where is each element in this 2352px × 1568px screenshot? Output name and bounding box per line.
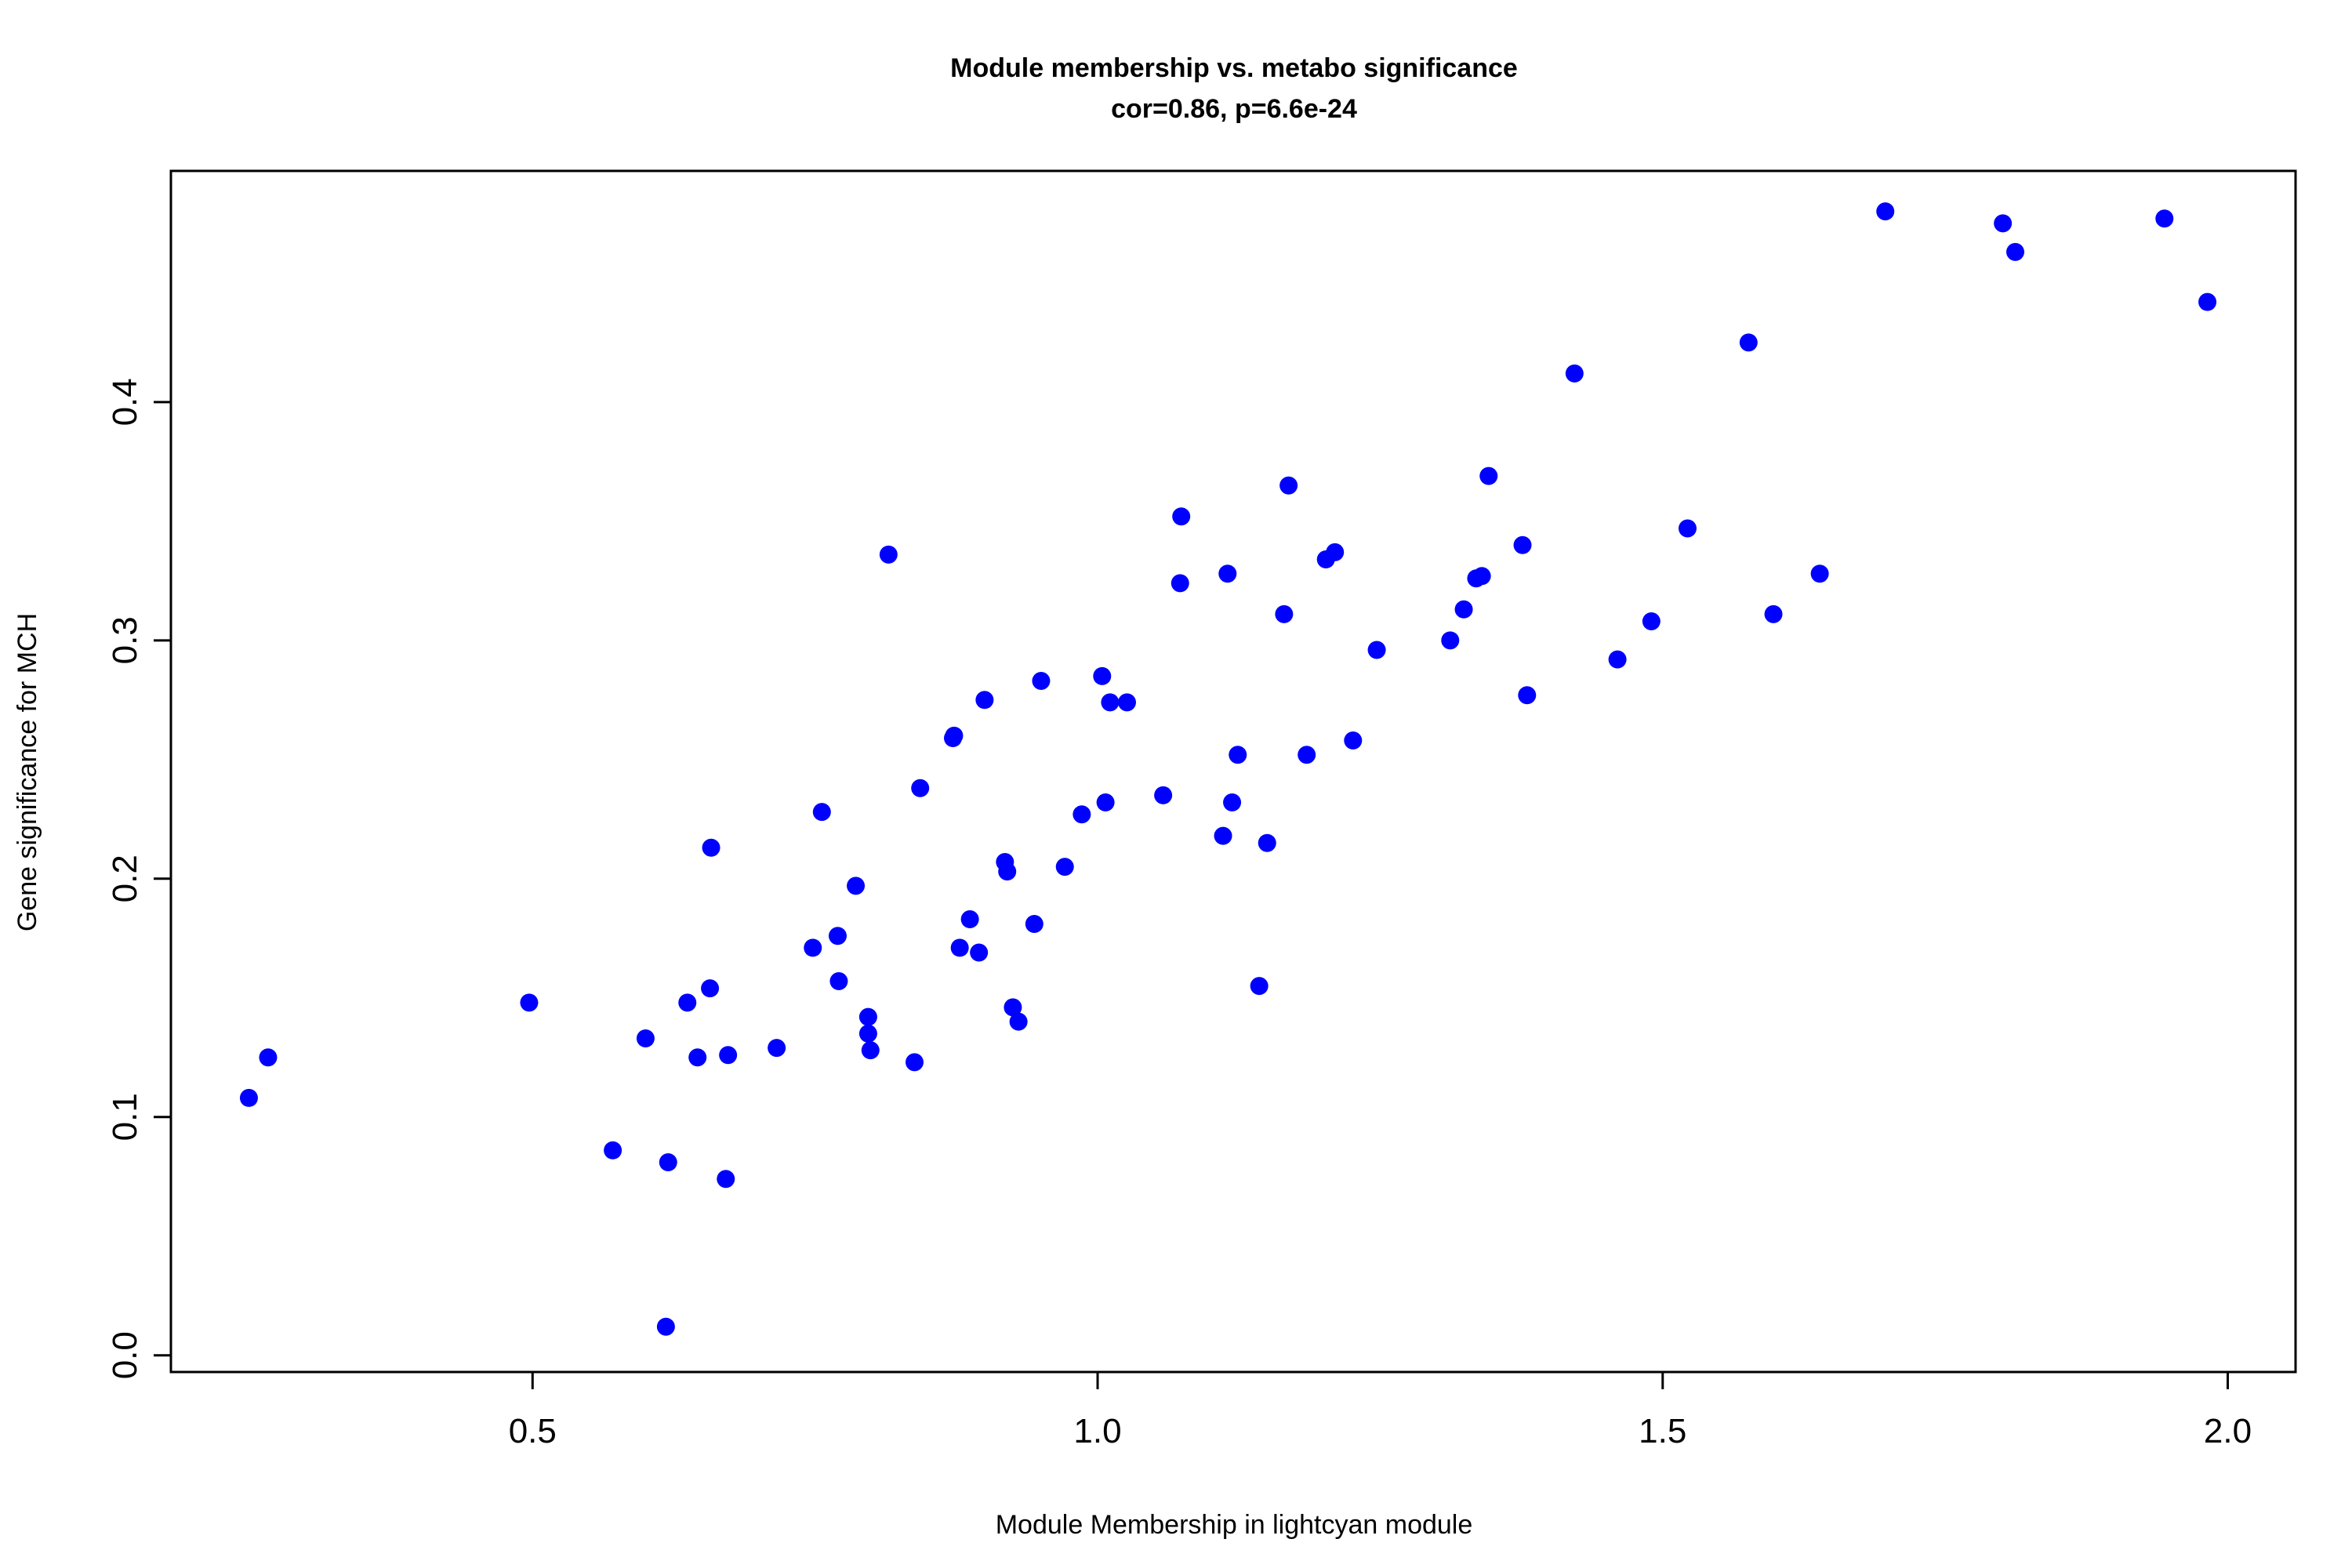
data-point [1810,564,1829,583]
x-tick-label: 1.0 [1073,1412,1121,1450]
y-tick-label: 0.1 [106,1093,144,1141]
data-point [1004,998,1022,1017]
data-point [1223,793,1242,812]
y-axis: 0.0 0.1 0.2 0.3 0.4 [106,378,172,1379]
data-point [829,971,848,990]
data-point [858,1024,877,1043]
data-point [1367,641,1386,659]
data-point [719,1046,738,1065]
data-point [717,1170,735,1189]
data-point [1518,686,1537,705]
data-point [659,1153,677,1172]
data-point [656,1317,675,1336]
data-point [1073,805,1091,824]
data-point [2006,242,2025,261]
data-point [1250,977,1269,996]
data-point [1258,833,1276,852]
data-point [1118,693,1136,712]
data-point [1678,519,1697,538]
data-point [1994,214,2013,233]
data-point [975,691,994,710]
x-tick-label: 2.0 [2204,1412,2252,1450]
data-point [636,1029,655,1047]
data-point [1513,535,1532,554]
data-point [1275,604,1294,623]
data-point [1093,666,1112,685]
data-point [847,877,866,895]
data-point [960,909,979,928]
data-point [1479,466,1498,485]
data-point [520,993,539,1012]
data-point [1032,671,1051,690]
data-point [1876,202,1895,221]
data-point [678,993,697,1012]
data-point [688,1048,707,1067]
data-point [259,1048,278,1067]
data-point [1739,333,1758,352]
data-point [701,979,720,998]
data-point [998,862,1017,881]
data-point [945,726,964,745]
data-point [861,1041,880,1060]
data-point [2198,292,2217,311]
data-point [858,1007,877,1026]
y-tick-label: 0.0 [106,1331,144,1379]
x-tick-label: 1.5 [1639,1412,1686,1450]
data-point [1214,826,1232,845]
data-point [768,1039,786,1058]
x-tick-label: 0.5 [509,1412,557,1450]
data-point [1171,574,1189,593]
data-point [1218,564,1237,583]
data-point [1154,786,1173,804]
data-point [1298,746,1316,764]
data-point [1326,543,1345,561]
data-point [1344,731,1363,750]
y-tick-label: 0.4 [106,378,144,426]
data-point [1101,693,1120,712]
data-point [1454,600,1473,619]
data-point [812,803,831,822]
data-point [1229,746,1247,764]
x-axis-label: Module Membership in lightcyan module [996,1510,1473,1540]
data-point [1009,1012,1028,1031]
y-axis-label: Gene significance for MCH [13,613,42,931]
data-point [1172,507,1191,526]
data-point [2155,209,2174,228]
data-point [604,1141,622,1160]
data-point [970,943,989,962]
data-point [1279,476,1298,495]
data-point [702,838,720,857]
chart-title: Module membership vs. metabo significanc… [950,53,1518,83]
data-point [1025,915,1044,934]
data-points [239,202,2217,1336]
data-point [1055,858,1074,877]
plot-frame [169,169,2297,1374]
data-point [1096,793,1115,812]
data-point [1565,364,1584,383]
data-point [1441,631,1460,650]
data-point [906,1053,924,1072]
chart-subtitle: cor=0.86, p=6.6e-24 [1111,94,1357,124]
data-point [828,927,847,946]
data-point [879,545,898,564]
data-point [239,1088,258,1107]
data-point [911,779,930,797]
data-point [1642,612,1661,630]
data-point [804,938,822,957]
x-axis: 0.5 1.0 1.5 2.0 [509,1370,2252,1450]
y-tick-label: 0.2 [106,855,144,902]
data-point [1472,567,1491,586]
data-point [1764,604,1783,623]
data-point [1608,650,1627,669]
y-tick-label: 0.3 [106,616,144,664]
data-point [950,938,969,957]
